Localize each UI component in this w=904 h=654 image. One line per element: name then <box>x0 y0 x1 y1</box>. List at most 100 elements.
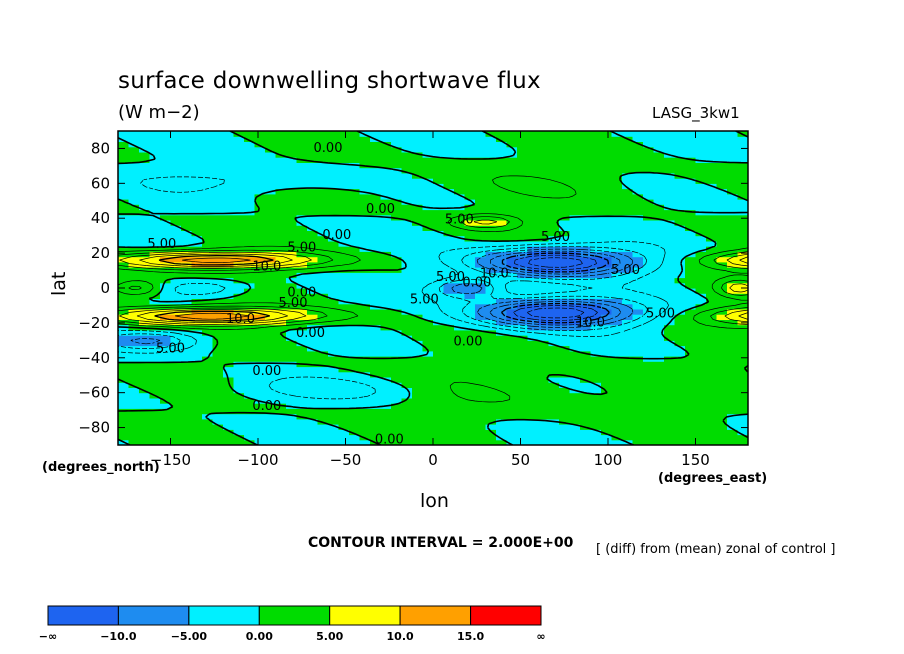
field-cell <box>716 335 728 341</box>
field-cell <box>275 167 287 174</box>
field-cell <box>370 261 382 268</box>
field-cell <box>286 308 298 315</box>
field-cell <box>181 246 193 252</box>
contour-label: 0.00 <box>462 275 491 290</box>
field-cell <box>643 350 655 357</box>
field-cell <box>370 272 382 279</box>
field-cell <box>685 366 697 373</box>
field-cell <box>170 277 182 284</box>
field-cell <box>643 209 655 216</box>
field-cell <box>632 151 644 158</box>
field-cell <box>506 319 518 326</box>
field-cell <box>149 131 161 137</box>
field-cell <box>443 146 455 153</box>
field-cell <box>202 167 214 174</box>
field-cell <box>475 162 487 169</box>
field-cell <box>391 424 403 430</box>
field-cell <box>548 151 560 158</box>
field-cell <box>254 439 266 445</box>
field-cell <box>517 131 529 137</box>
field-cell <box>580 167 592 174</box>
field-cell <box>548 392 560 399</box>
field-cell <box>611 282 623 289</box>
field-cell <box>391 371 403 378</box>
field-cell <box>485 267 497 273</box>
field-cell <box>254 350 266 357</box>
field-cell <box>128 366 140 373</box>
field-cell <box>391 361 403 368</box>
field-cell <box>433 308 445 315</box>
field-cell <box>559 167 571 174</box>
field-cell <box>349 167 361 174</box>
field-cell <box>317 157 329 163</box>
field-cell <box>737 314 748 320</box>
x-tick-label: −150 <box>150 451 191 469</box>
field-cell <box>412 282 424 289</box>
field-cell <box>685 335 697 341</box>
field-cell <box>527 356 539 362</box>
field-cell <box>412 434 424 441</box>
field-cell <box>191 418 203 425</box>
field-cell <box>622 319 634 326</box>
field-cell <box>170 335 182 341</box>
field-cell <box>265 413 277 420</box>
field-cell <box>233 178 245 184</box>
field-cell <box>412 345 424 352</box>
field-cell <box>328 282 340 289</box>
field-cell <box>653 225 665 231</box>
field-cell <box>527 246 539 252</box>
field-cell <box>391 157 403 163</box>
field-cell <box>464 282 476 289</box>
field-cell <box>569 439 581 445</box>
field-cell <box>118 188 130 195</box>
field-cell <box>464 157 476 163</box>
field-cell <box>496 193 508 200</box>
contour-line <box>154 255 274 322</box>
field-cell <box>433 183 445 190</box>
field-cell <box>569 293 581 299</box>
field-cell <box>643 225 655 231</box>
field-cell <box>254 162 266 169</box>
field-cell <box>464 303 476 310</box>
field-cell <box>286 235 298 242</box>
field-cell <box>307 350 319 357</box>
colorbar-label: 5.00 <box>316 630 343 643</box>
field-cell <box>128 288 140 294</box>
field-cell <box>643 277 655 284</box>
field-cell <box>643 361 655 368</box>
field-cell <box>643 413 655 420</box>
field-cell <box>233 141 245 148</box>
field-cell <box>737 256 748 263</box>
field-cell <box>212 172 224 179</box>
field-cell <box>454 141 466 148</box>
field-cell <box>433 151 445 158</box>
field-cell <box>611 162 623 169</box>
field-cell <box>454 172 466 179</box>
field-cell <box>695 429 707 436</box>
field-cell <box>622 209 634 216</box>
field-cell <box>233 151 245 158</box>
field-cell <box>695 335 707 341</box>
field-cell <box>548 397 560 404</box>
field-cell <box>223 413 235 420</box>
field-cell <box>370 324 382 331</box>
field-cell <box>506 251 518 258</box>
field-cell <box>170 413 182 420</box>
field-cell <box>391 225 403 231</box>
field-cell <box>254 335 266 341</box>
field-cell <box>506 356 518 362</box>
field-cell <box>559 157 571 163</box>
field-cell <box>181 146 193 153</box>
field-cell <box>128 204 140 211</box>
field-cell <box>328 308 340 315</box>
field-cell <box>317 340 329 347</box>
field-cell <box>443 397 455 404</box>
field-cell <box>412 319 424 326</box>
field-cell <box>475 193 487 200</box>
field-cell <box>548 424 560 430</box>
field-cell <box>695 151 707 158</box>
field-cell <box>139 335 151 341</box>
field-cell <box>254 408 266 415</box>
field-cell <box>464 199 476 205</box>
field-cell <box>401 183 413 190</box>
